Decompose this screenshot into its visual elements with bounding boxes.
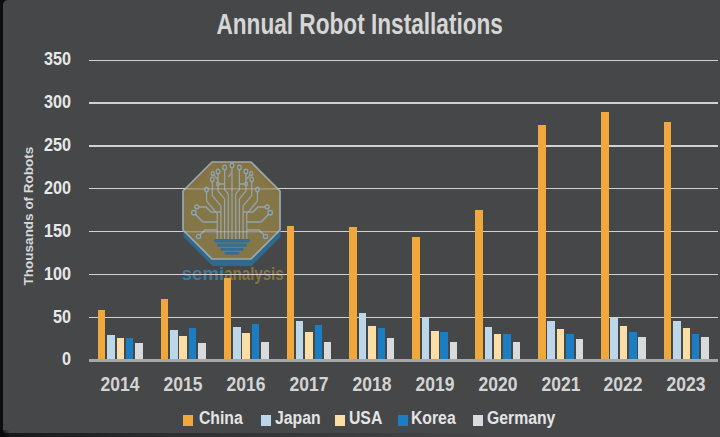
svg-text:semi: semi	[182, 263, 225, 284]
svg-text:analysis: analysis	[224, 263, 284, 284]
